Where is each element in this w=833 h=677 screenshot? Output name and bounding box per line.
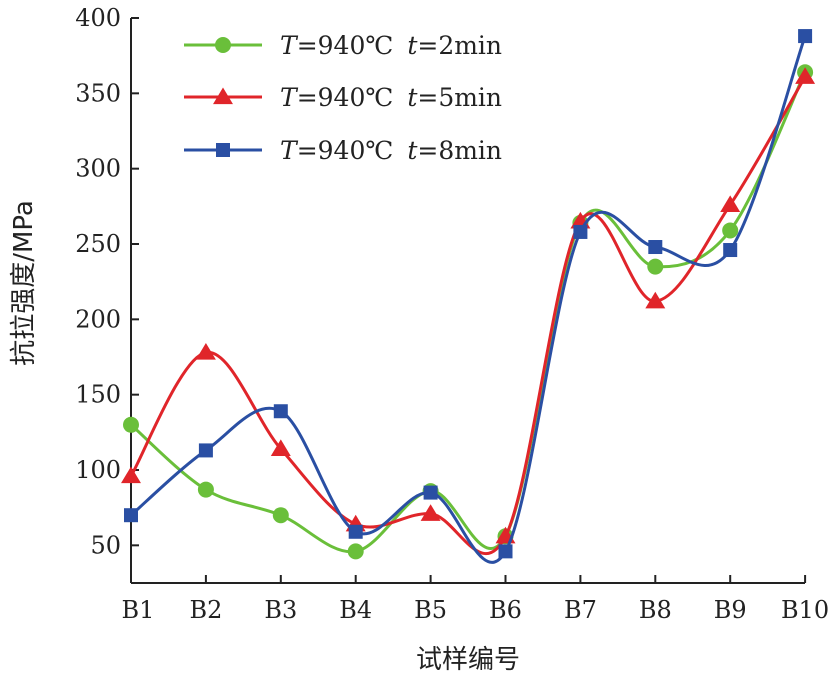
y-tick-label: 100 (75, 456, 121, 484)
x-tick-label: B10 (781, 596, 829, 624)
data-point-square (198, 443, 213, 458)
series-layer (121, 29, 816, 564)
x-tick-label: B8 (639, 596, 672, 624)
data-point-square (273, 404, 288, 419)
x-tick-label: B4 (339, 596, 372, 624)
legend-label: T=940℃ t=2min (280, 31, 502, 60)
y-axis-title: 抗拉强度/MPa (9, 200, 39, 366)
y-tick-label: 400 (75, 4, 121, 32)
data-point-square (124, 508, 138, 523)
legend-item: T=940℃ t=8min (184, 136, 502, 165)
y-tick-label: 150 (75, 381, 121, 409)
x-tick-label: B3 (264, 596, 297, 624)
data-point-square (798, 29, 813, 44)
x-axis-title: 试样编号 (416, 645, 520, 675)
data-point-triangle (645, 291, 666, 309)
x-tick-label: B6 (489, 596, 522, 624)
data-point-square (423, 485, 438, 500)
data-point-circle (722, 222, 739, 239)
legend-marker-square (216, 143, 230, 157)
data-point-circle (647, 258, 664, 275)
y-tick-label: 250 (75, 230, 121, 258)
data-point-square (573, 224, 588, 239)
axes (130, 18, 805, 584)
x-tick-label: B9 (714, 596, 747, 624)
x-tick-label: B7 (564, 596, 597, 624)
legend-label: T=940℃ t=5min (280, 83, 502, 112)
y-tick-label: 300 (75, 155, 121, 183)
y-tick-label: 200 (75, 305, 121, 333)
y-tick-label: 50 (90, 531, 121, 559)
y-ticks: 50 100 150 200 250 300 350 400 (75, 4, 139, 559)
data-point-triangle (195, 342, 216, 360)
data-point-triangle (720, 195, 741, 212)
data-point-circle (197, 481, 214, 498)
data-point-circle (123, 416, 139, 433)
data-point-triangle (795, 67, 816, 84)
legend: T=940℃ t=2min T=940℃ t=5min T=940℃ t=8min (184, 31, 502, 165)
legend-item: T=940℃ t=2min (184, 31, 502, 60)
legend-marker-triangle (213, 87, 233, 105)
legend-label: T=940℃ t=8min (280, 136, 502, 165)
data-point-triangle (420, 504, 441, 521)
x-tick-label: B1 (122, 596, 155, 624)
x-tick-label: B2 (189, 596, 222, 624)
data-point-circle (347, 543, 364, 560)
data-point-triangle (121, 466, 141, 484)
x-ticks: B1 B2 B3 B4 B5 B6 B7 B8 B9 B10 (122, 575, 829, 624)
data-point-square (648, 240, 663, 255)
legend-item: T=940℃ t=5min (184, 83, 502, 112)
series-line (130, 35, 807, 564)
data-point-circle (272, 507, 289, 524)
legend-marker-circle (215, 37, 231, 53)
x-tick-label: B5 (414, 596, 447, 624)
data-point-square (348, 524, 363, 539)
data-point-square (723, 243, 738, 258)
y-tick-label: 350 (75, 79, 121, 107)
data-point-square (498, 544, 513, 559)
data-point-triangle (270, 439, 291, 457)
series-square (124, 29, 813, 564)
